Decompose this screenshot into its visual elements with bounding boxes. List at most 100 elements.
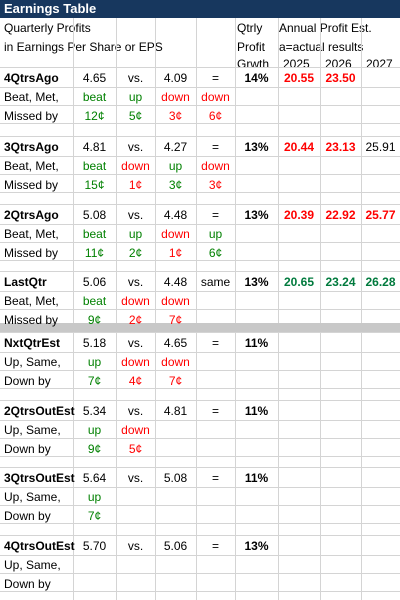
annual-estimate: 22.92 <box>325 208 356 222</box>
equals-text: = <box>211 404 219 418</box>
row-sublabel: Up, Same, <box>4 355 61 369</box>
comparison-word: down <box>121 159 150 173</box>
equals-text: = <box>211 140 219 154</box>
row-divider <box>0 87 400 88</box>
comparison-cents: 6¢ <box>208 109 223 123</box>
comparison-cents: 5¢ <box>128 109 143 123</box>
comparison-cents: 4¢ <box>128 374 143 388</box>
prior-eps-value: 4.27 <box>163 140 188 154</box>
annual-estimate: 25.91 <box>365 140 396 154</box>
row-label: NxtQtrEst <box>4 336 61 350</box>
comparison-word: beat <box>82 227 107 241</box>
eps-value: 5.70 <box>82 539 107 553</box>
row-sublabel: Missed by <box>4 178 59 192</box>
comparison-word: down <box>121 294 150 308</box>
row-divider <box>0 332 400 333</box>
comparison-cents: 3¢ <box>208 178 223 192</box>
row-divider <box>0 456 400 457</box>
growth-percent: 14% <box>244 71 269 85</box>
header-annual: Annual Profit Est. <box>279 21 372 35</box>
vs-text: vs. <box>127 275 144 289</box>
row-sublabel: Down by <box>4 577 51 591</box>
growth-percent: 13% <box>244 208 269 222</box>
row-sublabel: Beat, Met, <box>4 227 59 241</box>
row-label: 3QtrsOutEst <box>4 471 75 485</box>
row-divider <box>0 370 400 371</box>
row-divider <box>0 105 400 106</box>
growth-percent: 13% <box>244 140 269 154</box>
header-actual: a=actual results <box>279 40 364 54</box>
row-label: 2QtrsAgo <box>4 208 59 222</box>
annual-estimate: 25.77 <box>365 208 396 222</box>
row-label: LastQtr <box>4 275 47 289</box>
vs-text: vs. <box>127 71 144 85</box>
header-line2: in Earnings Per Share or EPS <box>4 40 163 54</box>
annual-estimate: 20.55 <box>283 71 315 85</box>
eps-value: 4.81 <box>82 140 107 154</box>
growth-percent: 11% <box>244 471 269 485</box>
comparison-cents: 7¢ <box>87 509 102 523</box>
row-divider <box>0 309 400 310</box>
comparison-word: up <box>87 490 102 504</box>
row-divider <box>0 487 400 488</box>
header-year-2026: 2026 <box>325 57 352 71</box>
row-sublabel: Up, Same, <box>4 423 61 437</box>
row-divider <box>0 67 400 68</box>
growth-percent: 13% <box>244 275 269 289</box>
growth-percent: 11% <box>244 336 269 350</box>
header-qtrly: Qtrly <box>237 21 263 35</box>
vs-text: vs. <box>127 336 144 350</box>
header-year-2027: 2027 <box>366 57 393 71</box>
row-sublabel: Beat, Met, <box>4 90 59 104</box>
row-sublabel: Beat, Met, <box>4 159 59 173</box>
comparison-word: up <box>128 227 143 241</box>
comparison-word: down <box>201 90 230 104</box>
comparison-word: up <box>208 227 223 241</box>
header-growth: Grwth <box>237 57 270 71</box>
prior-eps-value: 4.48 <box>163 208 188 222</box>
row-label: 2QtrsOutEst <box>4 404 75 418</box>
table-title: Earnings Table <box>0 0 400 18</box>
comparison-word: up <box>168 159 183 173</box>
row-divider <box>0 523 400 524</box>
comparison-cents: 1¢ <box>128 178 143 192</box>
row-sublabel: Missed by <box>4 246 59 260</box>
comparison-word: beat <box>82 159 107 173</box>
comparison-word: beat <box>82 294 107 308</box>
row-divider <box>0 467 400 468</box>
comparison-word: down <box>161 355 190 369</box>
equals-text: = <box>211 471 219 485</box>
row-sublabel: Down by <box>4 374 51 388</box>
comparison-cents: 7¢ <box>87 374 102 388</box>
row-sublabel: Beat, Met, <box>4 294 59 308</box>
comparison-word: up <box>87 423 102 437</box>
row-sublabel: Down by <box>4 509 51 523</box>
eps-value: 4.65 <box>82 71 107 85</box>
vs-text: vs. <box>127 471 144 485</box>
comparison-word: up <box>87 355 102 369</box>
header-year-2025: 2025 <box>283 57 310 71</box>
eps-value: 5.06 <box>82 275 107 289</box>
row-divider <box>0 204 400 205</box>
eps-value: 5.18 <box>82 336 107 350</box>
header-line1: Quarterly Profits <box>4 21 91 35</box>
row-divider <box>0 271 400 272</box>
row-divider <box>0 438 400 439</box>
prior-eps-value: 4.48 <box>163 275 188 289</box>
row-divider <box>0 420 400 421</box>
row-divider <box>0 388 400 389</box>
prior-eps-value: 4.09 <box>163 71 188 85</box>
prior-eps-value: 4.65 <box>163 336 188 350</box>
row-divider <box>0 555 400 556</box>
row-sublabel: Up, Same, <box>4 490 61 504</box>
vs-text: vs. <box>127 404 144 418</box>
row-divider <box>0 400 400 401</box>
eps-value: 5.34 <box>82 404 107 418</box>
equals-text: same <box>200 275 231 289</box>
comparison-cents: 1¢ <box>168 246 183 260</box>
comparison-word: down <box>201 159 230 173</box>
row-divider <box>0 192 400 193</box>
annual-estimate: 23.50 <box>325 71 356 85</box>
comparison-cents: 15¢ <box>84 178 105 192</box>
comparison-word: beat <box>82 90 107 104</box>
